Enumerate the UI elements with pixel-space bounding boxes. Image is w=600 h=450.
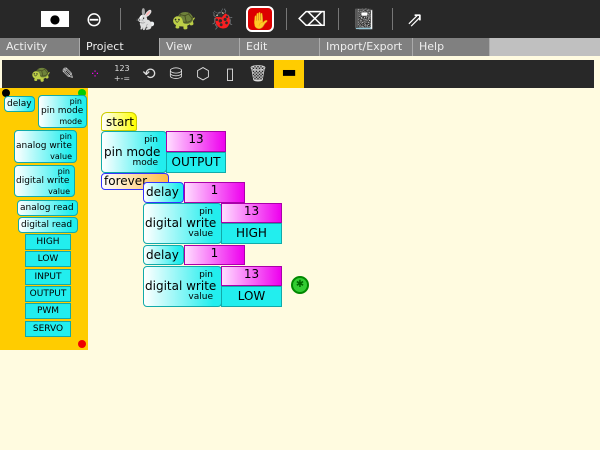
palette-digital-write-block[interactable]: pin digital write value <box>14 165 75 197</box>
numbers-palette-icon[interactable]: 123 +-= <box>110 62 134 86</box>
separator <box>392 8 393 30</box>
separator <box>338 8 339 30</box>
separator <box>286 8 287 30</box>
keep-icon[interactable]: ⊖ <box>85 7 103 31</box>
pin-label: pin <box>57 167 70 176</box>
pin-label: pin <box>59 132 72 141</box>
block-label: pin mode <box>104 145 161 159</box>
mode-label: mode <box>59 117 82 126</box>
delay-block[interactable]: delay <box>143 182 184 203</box>
pin-number-block[interactable]: 13 <box>221 266 282 286</box>
pin-label: pin <box>199 207 213 217</box>
operators-label: +-= <box>113 74 131 83</box>
value-label: value <box>50 152 72 161</box>
palette-toolbar: 🐢 ✎ ⁘ 123 +-= ⟲ ⛁ ⬡ ▯ 🗑 ▬ <box>2 60 594 88</box>
portfolio-palette-icon[interactable]: ▯ <box>225 64 235 83</box>
block-label: digital write <box>145 216 217 230</box>
debug-icon[interactable]: 🐞 <box>209 7 235 31</box>
high-value-block[interactable]: HIGH <box>221 223 282 244</box>
palette-high-block[interactable]: HIGH <box>25 234 71 250</box>
turtle-icon[interactable]: ✱ <box>291 276 309 294</box>
clear-icon[interactable]: ⌫ <box>298 7 327 31</box>
tab-bar: Activity Project View Edit Import/Export… <box>0 38 600 56</box>
palette-pwm-block[interactable]: PWM <box>25 303 71 320</box>
run-fast-icon[interactable]: 🐇 <box>132 7 158 31</box>
load-sample-icon[interactable]: 📓 <box>351 7 377 31</box>
delay-block[interactable]: delay <box>143 245 184 265</box>
low-value-block[interactable]: LOW <box>221 286 282 307</box>
palette-pin-mode-block[interactable]: pin pin mode mode <box>38 95 87 128</box>
digital-write-block[interactable]: pin digital write value <box>143 203 222 244</box>
pin-label: pin <box>69 97 82 106</box>
extras-palette-icon[interactable]: ⬡ <box>196 64 210 83</box>
stop-activity-icon[interactable]: ● <box>41 11 69 27</box>
colors-palette-icon[interactable]: ⁘ <box>89 67 101 81</box>
block-label: pin mode <box>41 106 84 116</box>
delay-value-block[interactable]: 1 <box>184 245 245 265</box>
share-icon[interactable]: ⇗ <box>406 7 424 31</box>
mode-label: mode <box>132 158 158 168</box>
stop-icon[interactable]: ✋ <box>246 6 274 32</box>
start-block[interactable]: start <box>101 112 137 131</box>
run-step-icon[interactable]: 🐢 <box>171 7 197 31</box>
expand-icon[interactable] <box>78 89 86 97</box>
turtle-palette-icon[interactable]: 🐢 <box>31 64 51 83</box>
value-label: value <box>188 229 213 239</box>
pen-palette-icon[interactable]: ✎ <box>61 64 75 83</box>
digital-write-block[interactable]: pin digital write value <box>143 266 222 307</box>
block-palette: delay pin pin mode mode pin analog write… <box>0 88 88 350</box>
trash-icon[interactable]: 🗑 <box>247 64 269 83</box>
palette-input-block[interactable]: INPUT <box>25 268 71 285</box>
palette-low-block[interactable]: LOW <box>25 251 71 268</box>
pin-label: pin <box>144 135 158 145</box>
palette-analog-write-block[interactable]: pin analog write value <box>14 130 77 163</box>
block-label: digital write <box>16 176 70 186</box>
pin-label: pin <box>199 270 213 280</box>
delay-value-block[interactable]: 1 <box>184 182 245 203</box>
palette-servo-block[interactable]: SERVO <box>25 320 71 337</box>
hide-palette-icon[interactable] <box>78 340 86 348</box>
palette-digital-read-block[interactable]: digital read <box>18 217 78 233</box>
flow-palette-icon[interactable]: ⟲ <box>142 64 156 83</box>
pin-number-block[interactable]: 13 <box>166 131 226 152</box>
tab-help[interactable]: Help <box>413 38 490 56</box>
numbers-label: 123 <box>114 64 130 73</box>
tab-edit[interactable]: Edit <box>240 38 320 56</box>
pin-number-block[interactable]: 13 <box>221 203 282 223</box>
separator <box>120 8 121 30</box>
pin-mode-block[interactable]: pin pin mode mode <box>101 131 167 173</box>
tab-activity[interactable]: Activity <box>0 38 80 56</box>
mode-value-block[interactable]: OUTPUT <box>166 152 226 173</box>
palette-delay-block[interactable]: delay <box>4 96 35 112</box>
main-toolbar: ● ⊖ 🐇 🐢 🐞 ✋ ⌫ 📓 ⇗ <box>0 0 600 38</box>
block-label: digital write <box>145 279 217 293</box>
palette-output-block[interactable]: OUTPUT <box>25 285 71 302</box>
blocks-palette-icon[interactable]: ⛁ <box>169 64 183 83</box>
collapse-icon[interactable] <box>2 89 10 97</box>
tab-project[interactable]: Project <box>80 38 160 56</box>
block-label: analog write <box>16 141 72 151</box>
tab-view[interactable]: View <box>160 38 240 56</box>
arduino-palette-icon[interactable]: ▬ <box>274 60 304 88</box>
palette-analog-read-block[interactable]: analog read <box>17 200 78 216</box>
value-label: value <box>188 292 213 302</box>
value-label: value <box>48 187 70 196</box>
tab-import-export[interactable]: Import/Export <box>320 38 413 56</box>
